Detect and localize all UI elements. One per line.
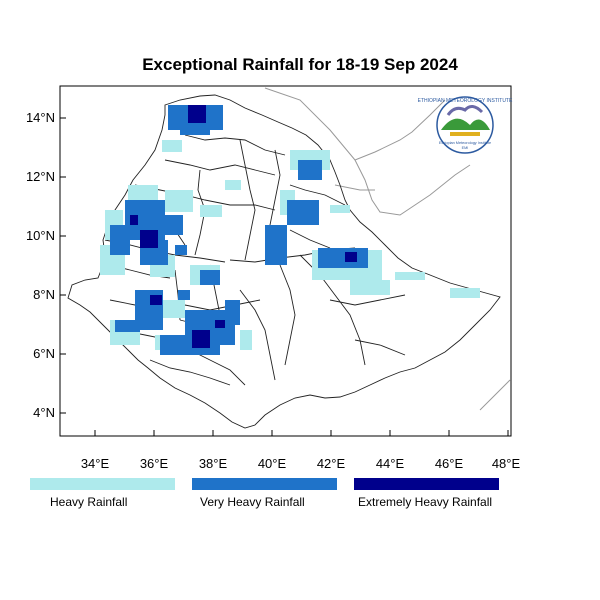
lon-label-42: 42°E: [317, 456, 346, 471]
institute-logo: ETHIOPIAN METEOROLOGY INSTITUTE Ethiopia…: [418, 96, 513, 154]
lon-label-44: 44°E: [376, 456, 405, 471]
lat-label-6: 6°N: [33, 346, 55, 361]
logo-bottom-text: Ethiopian Meteorology Institute: [439, 141, 491, 145]
lat-tick-labels: 14°N 12°N 10°N 8°N 6°N 4°N: [26, 110, 55, 420]
extremely-heavy-rainfall-areas: [130, 105, 357, 348]
lat-label-10: 10°N: [26, 228, 55, 243]
map-frame: [59, 85, 512, 437]
lon-label-36: 36°E: [140, 456, 169, 471]
legend-label-very-heavy: Very Heavy Rainfall: [200, 495, 305, 509]
legend-swatch-extremely-heavy: [354, 478, 499, 490]
neighbor-borders: [264, 87, 511, 411]
lat-label-14: 14°N: [26, 110, 55, 125]
lon-tick-marks: [94, 430, 509, 436]
lon-tick-labels: 34°E 36°E 38°E 40°E 42°E 44°E 46°E 48°E: [81, 456, 521, 471]
lat-label-12: 12°N: [26, 169, 55, 184]
lon-label-48: 48°E: [492, 456, 521, 471]
logo-sub-text: EMI: [462, 146, 469, 150]
lat-label-4: 4°N: [33, 405, 55, 420]
lat-tick-marks: [60, 117, 66, 414]
lon-label-46: 46°E: [435, 456, 464, 471]
legend-label-heavy: Heavy Rainfall: [50, 495, 128, 509]
legend-swatch-very-heavy: [192, 478, 337, 490]
lon-label-34: 34°E: [81, 456, 110, 471]
legend-label-extremely-heavy: Extremely Heavy Rainfall: [358, 495, 493, 509]
lon-label-38: 38°E: [199, 456, 228, 471]
lon-label-40: 40°E: [258, 456, 287, 471]
legend-swatch-heavy: [30, 478, 175, 490]
lat-label-8: 8°N: [33, 287, 55, 302]
country-outline: [67, 94, 501, 429]
map-title: Exceptional Rainfall for 18-19 Sep 2024: [142, 55, 458, 74]
logo-top-text: ETHIOPIAN METEOROLOGY INSTITUTE: [418, 98, 513, 104]
